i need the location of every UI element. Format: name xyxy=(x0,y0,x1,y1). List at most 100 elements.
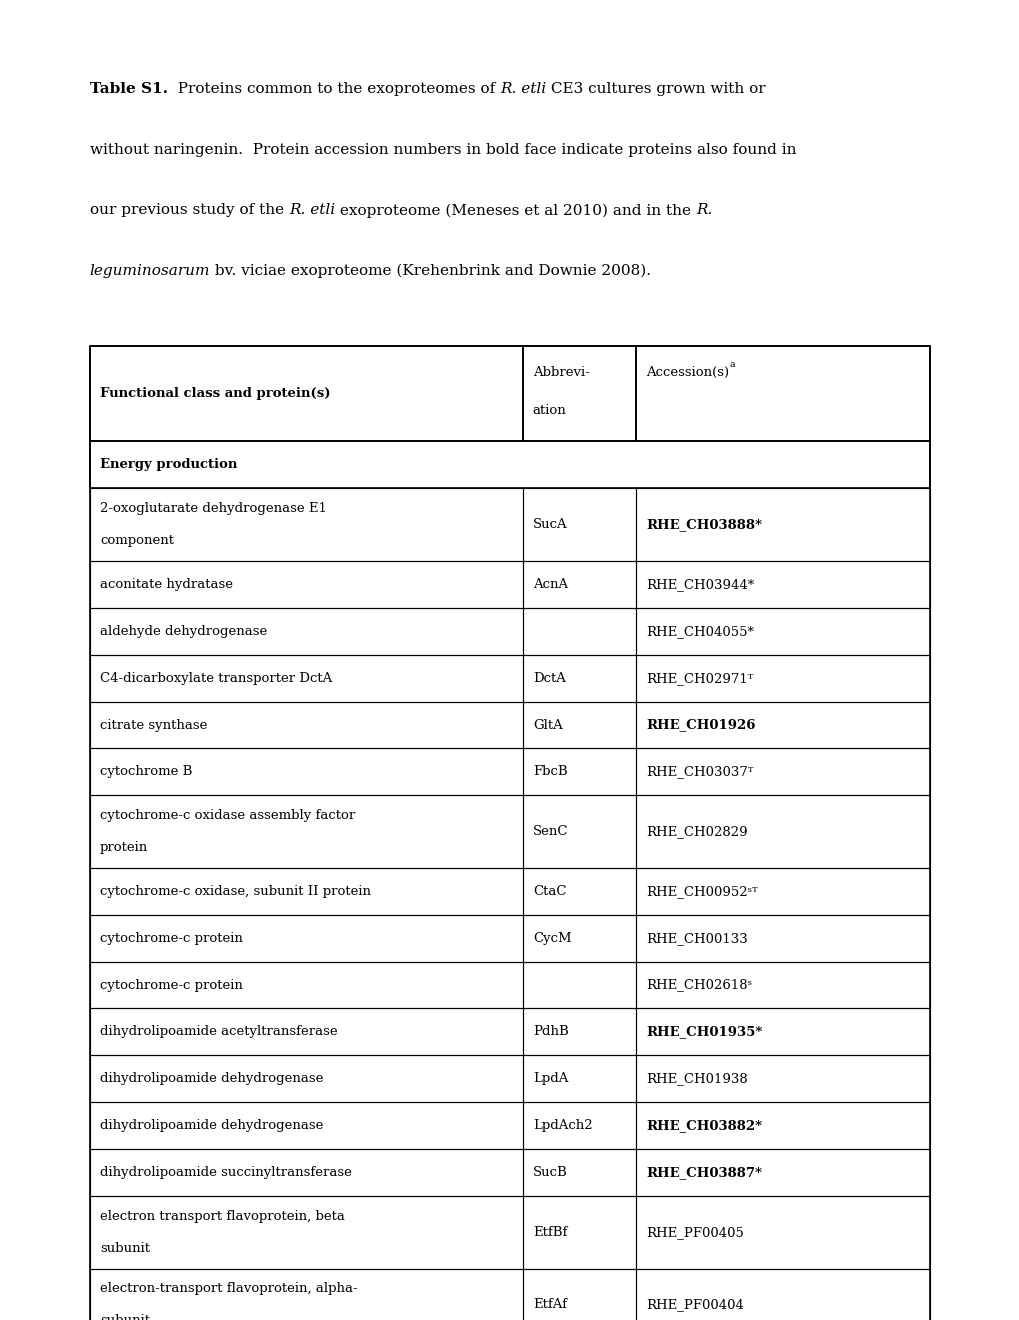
Text: LpdAch2: LpdAch2 xyxy=(532,1119,592,1133)
Bar xyxy=(90,441,929,488)
Text: CtaC: CtaC xyxy=(532,884,566,898)
Text: RHE_CH03944*: RHE_CH03944* xyxy=(646,578,754,591)
Bar xyxy=(90,607,522,655)
Text: PdhB: PdhB xyxy=(532,1026,568,1039)
Bar xyxy=(90,655,522,702)
Bar xyxy=(90,1196,522,1269)
Bar xyxy=(636,1148,929,1196)
Text: RHE_CH04055*: RHE_CH04055* xyxy=(646,624,753,638)
Text: 2-oxoglutarate dehydrogenase E1: 2-oxoglutarate dehydrogenase E1 xyxy=(100,502,326,515)
Text: AcnA: AcnA xyxy=(532,578,568,591)
Text: CycM: CycM xyxy=(532,932,571,945)
Text: R.: R. xyxy=(695,203,711,218)
Text: cytochrome-c oxidase, subunit II protein: cytochrome-c oxidase, subunit II protein xyxy=(100,884,371,898)
Bar xyxy=(636,655,929,702)
Bar xyxy=(636,869,929,915)
Bar xyxy=(522,488,636,561)
Bar xyxy=(90,1008,522,1055)
Text: Functional class and protein(s): Functional class and protein(s) xyxy=(100,387,330,400)
Text: without naringenin.  Protein accession numbers in bold face indicate proteins al: without naringenin. Protein accession nu… xyxy=(90,143,796,157)
Text: a: a xyxy=(729,360,735,370)
Text: RHE_CH03888*: RHE_CH03888* xyxy=(646,519,761,531)
Bar xyxy=(636,1102,929,1148)
Text: protein: protein xyxy=(100,841,148,854)
Bar xyxy=(522,346,636,441)
Text: DctA: DctA xyxy=(532,672,566,685)
Text: FbcB: FbcB xyxy=(532,766,567,779)
Text: subunit: subunit xyxy=(100,1242,150,1255)
Text: C4-dicarboxylate transporter DctA: C4-dicarboxylate transporter DctA xyxy=(100,672,332,685)
Bar xyxy=(522,655,636,702)
Text: dihydrolipoamide succinyltransferase: dihydrolipoamide succinyltransferase xyxy=(100,1166,352,1179)
Text: CE3 cultures grown with or: CE3 cultures grown with or xyxy=(545,82,765,96)
Bar xyxy=(90,961,522,1008)
Bar xyxy=(522,1148,636,1196)
Bar xyxy=(636,561,929,607)
Text: RHE_CH01926: RHE_CH01926 xyxy=(646,718,755,731)
Text: citrate synthase: citrate synthase xyxy=(100,718,207,731)
Bar xyxy=(522,961,636,1008)
Bar xyxy=(522,1008,636,1055)
Bar xyxy=(636,961,929,1008)
Text: RHE_CH02971ᵀ: RHE_CH02971ᵀ xyxy=(646,672,753,685)
Bar xyxy=(636,1269,929,1320)
Bar xyxy=(90,1102,522,1148)
Text: dihydrolipoamide dehydrogenase: dihydrolipoamide dehydrogenase xyxy=(100,1119,323,1133)
Text: RHE_CH01935*: RHE_CH01935* xyxy=(646,1026,762,1039)
Text: RHE_PF00405: RHE_PF00405 xyxy=(646,1226,744,1238)
Bar xyxy=(90,561,522,607)
Text: GltA: GltA xyxy=(532,718,562,731)
Text: electron-transport flavoprotein, alpha-: electron-transport flavoprotein, alpha- xyxy=(100,1282,358,1295)
Bar xyxy=(636,795,929,869)
Bar xyxy=(522,1269,636,1320)
Bar xyxy=(522,607,636,655)
Bar xyxy=(90,795,522,869)
Bar xyxy=(522,702,636,748)
Text: SucB: SucB xyxy=(532,1166,567,1179)
Text: electron transport flavoprotein, beta: electron transport flavoprotein, beta xyxy=(100,1209,344,1222)
Text: Energy production: Energy production xyxy=(100,458,237,471)
Bar xyxy=(522,1102,636,1148)
Text: RHE_CH00133: RHE_CH00133 xyxy=(646,932,747,945)
Text: bv. viciae exoproteome (Krehenbrink and Downie 2008).: bv. viciae exoproteome (Krehenbrink and … xyxy=(210,264,650,279)
Text: Proteins common to the exoproteomes of: Proteins common to the exoproteomes of xyxy=(167,82,499,96)
Text: LpdA: LpdA xyxy=(532,1072,568,1085)
Bar xyxy=(90,488,522,561)
Text: exoproteome (Meneses et al 2010) and in the: exoproteome (Meneses et al 2010) and in … xyxy=(334,203,695,218)
Bar xyxy=(90,869,522,915)
Bar xyxy=(90,1055,522,1102)
Text: RHE_CH02829: RHE_CH02829 xyxy=(646,825,747,838)
Bar xyxy=(636,1196,929,1269)
Bar xyxy=(90,1269,522,1320)
Text: RHE_PF00404: RHE_PF00404 xyxy=(646,1299,744,1311)
Text: EtfBf: EtfBf xyxy=(532,1226,567,1238)
Bar xyxy=(522,869,636,915)
Bar xyxy=(636,1008,929,1055)
Bar xyxy=(90,346,522,441)
Bar xyxy=(522,795,636,869)
Bar xyxy=(522,561,636,607)
Bar xyxy=(90,702,522,748)
Text: subunit: subunit xyxy=(100,1315,150,1320)
Bar xyxy=(522,1055,636,1102)
Text: RHE_CH00952ˢᵀ: RHE_CH00952ˢᵀ xyxy=(646,884,757,898)
Text: cytochrome-c protein: cytochrome-c protein xyxy=(100,932,243,945)
Text: cytochrome-c oxidase assembly factor: cytochrome-c oxidase assembly factor xyxy=(100,809,355,822)
Text: cytochrome B: cytochrome B xyxy=(100,766,193,779)
Bar xyxy=(636,1055,929,1102)
Text: Table S1.: Table S1. xyxy=(90,82,167,96)
Bar xyxy=(522,748,636,795)
Text: EtfAf: EtfAf xyxy=(532,1299,567,1311)
Text: Abbrevi-: Abbrevi- xyxy=(532,366,589,379)
Text: RHE_CH01938: RHE_CH01938 xyxy=(646,1072,747,1085)
Text: dihydrolipoamide acetyltransferase: dihydrolipoamide acetyltransferase xyxy=(100,1026,337,1039)
Bar xyxy=(636,346,929,441)
Text: aconitate hydratase: aconitate hydratase xyxy=(100,578,232,591)
Text: RHE_CH03037ᵀ: RHE_CH03037ᵀ xyxy=(646,766,753,779)
Bar xyxy=(522,1196,636,1269)
Text: RHE_CH03887*: RHE_CH03887* xyxy=(646,1166,761,1179)
Text: RHE_CH03882*: RHE_CH03882* xyxy=(646,1119,761,1133)
Text: cytochrome-c protein: cytochrome-c protein xyxy=(100,978,243,991)
Bar xyxy=(90,915,522,961)
Text: aldehyde dehydrogenase: aldehyde dehydrogenase xyxy=(100,624,267,638)
